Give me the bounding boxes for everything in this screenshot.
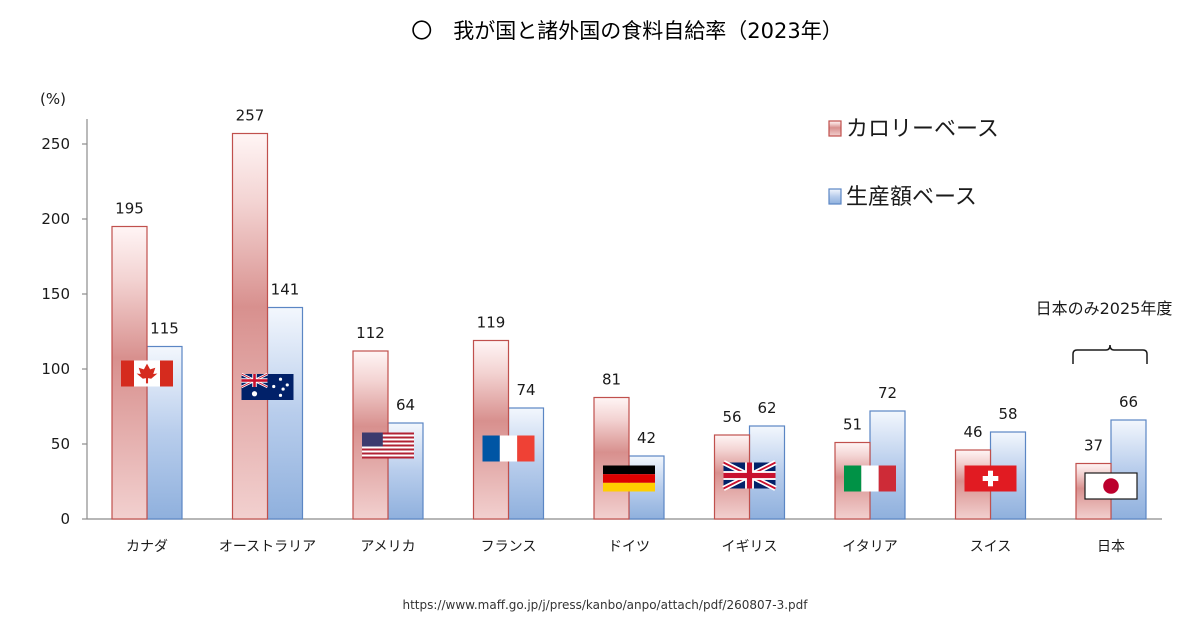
- flags-group: [121, 360, 1138, 500]
- y-tick-label: 250: [41, 135, 70, 153]
- value-label-production: 141: [271, 281, 300, 299]
- category-label: スイス: [970, 539, 1012, 555]
- bars-group: [111, 132, 1147, 520]
- category-labels-group: カナダ オーストラリア アメリカ フランス ドイツ イギリス イタリア スイス 日本: [126, 539, 1125, 555]
- flag-band: [844, 465, 862, 492]
- category-label: ドイツ: [608, 539, 650, 555]
- bar-calorie: [593, 396, 630, 520]
- flag-canton: [362, 432, 383, 447]
- y-tick-label: 200: [41, 210, 70, 228]
- flag-band: [603, 465, 655, 475]
- flag-band: [603, 482, 655, 492]
- legend-production-label: 生産額ベース: [846, 185, 977, 210]
- flag-band: [861, 465, 879, 492]
- value-label-production: 72: [878, 384, 897, 402]
- maple-leaf-icon: [136, 363, 158, 384]
- flag-band: [482, 435, 500, 462]
- uk-flag: [722, 460, 777, 491]
- value-label-production: 64: [396, 396, 415, 414]
- flag-stripe: [362, 456, 414, 459]
- australia-flag: [240, 372, 294, 400]
- y-tick-label: 50: [51, 435, 70, 453]
- flag-stripe: [362, 432, 414, 435]
- star-icon: [285, 383, 289, 387]
- source-url: https://www.maff.go.jp/j/press/kanbo/anp…: [402, 598, 808, 612]
- flag-stripe: [362, 440, 414, 443]
- value-label-calorie: 257: [236, 107, 265, 125]
- y-tick-label: 100: [41, 360, 70, 378]
- star-icon: [251, 391, 258, 397]
- y-tick-label: 0: [60, 510, 70, 528]
- value-label-production: 62: [757, 399, 776, 417]
- japan-year-note: 日本のみ2025年度: [1036, 299, 1173, 318]
- flag-stripe: [362, 436, 414, 439]
- flag-cross: [241, 379, 268, 382]
- value-label-calorie: 81: [602, 371, 621, 389]
- germany-flag: [603, 465, 655, 492]
- legend-calorie-label: カロリーベース: [846, 117, 999, 142]
- flag-band: [160, 360, 173, 387]
- bar-calorie: [231, 132, 269, 520]
- y-tick-label: 150: [41, 285, 70, 303]
- flag-band: [517, 435, 535, 462]
- bar-production: [266, 306, 304, 520]
- legend-production-swatch: [828, 188, 842, 205]
- category-label: カナダ: [126, 539, 168, 555]
- value-label-calorie: 119: [477, 314, 506, 332]
- value-label-calorie: 112: [356, 324, 385, 342]
- legend: カロリーベース 生産額ベース: [828, 117, 999, 210]
- union-jack: [240, 372, 269, 389]
- flag-cross: [723, 472, 776, 479]
- category-label: オーストラリア: [219, 539, 316, 555]
- flag-stripe: [362, 444, 414, 447]
- bar-production: [507, 407, 545, 520]
- category-label: 日本: [1097, 539, 1125, 555]
- category-label: イタリア: [842, 539, 897, 555]
- star-icon: [281, 387, 285, 391]
- bar-calorie: [472, 339, 510, 520]
- value-label-calorie: 46: [963, 423, 982, 441]
- cross-icon: [982, 476, 999, 481]
- flag-stripe: [362, 448, 414, 451]
- legend-calorie-swatch: [828, 120, 842, 137]
- japan-bracket: [1072, 344, 1148, 364]
- value-label-production: 115: [150, 320, 179, 338]
- value-label-calorie: 37: [1084, 437, 1103, 455]
- y-axis-unit: (%): [40, 90, 66, 108]
- value-label-production: 66: [1119, 393, 1138, 411]
- value-label-production: 42: [637, 429, 656, 447]
- france-flag: [482, 435, 535, 462]
- switzerland-flag: [964, 465, 1017, 492]
- value-label-production: 58: [998, 405, 1017, 423]
- flag-stripe: [362, 452, 414, 455]
- star-icon: [278, 393, 283, 397]
- flag-band: [499, 435, 518, 462]
- value-labels-group: 195 115 257 141 112 64 119 74 81 42 56 62 51 72 46 58 37…: [115, 107, 1138, 455]
- union-jack: [722, 460, 777, 491]
- bar-production: [869, 410, 906, 520]
- chart-title: 〇 我が国と諸外国の食料自給率（2023年）: [411, 19, 842, 43]
- value-label-production: 74: [516, 381, 535, 399]
- bar-production: [1110, 419, 1147, 520]
- flag-band: [878, 465, 896, 492]
- flag-band: [121, 360, 134, 387]
- category-label: イギリス: [722, 539, 778, 555]
- flag-band: [603, 474, 655, 483]
- star-icon: [278, 377, 283, 381]
- japan-flag: [1084, 472, 1138, 500]
- rising-sun-icon: [1103, 478, 1119, 494]
- star-icon: [272, 384, 276, 389]
- category-label: フランス: [481, 539, 537, 555]
- italy-flag: [844, 465, 896, 492]
- value-label-calorie: 56: [722, 408, 741, 426]
- value-label-calorie: 195: [115, 200, 144, 218]
- usa-flag: [362, 432, 414, 459]
- value-label-calorie: 51: [843, 416, 862, 434]
- canada-flag: [121, 360, 173, 387]
- category-label: アメリカ: [360, 539, 415, 555]
